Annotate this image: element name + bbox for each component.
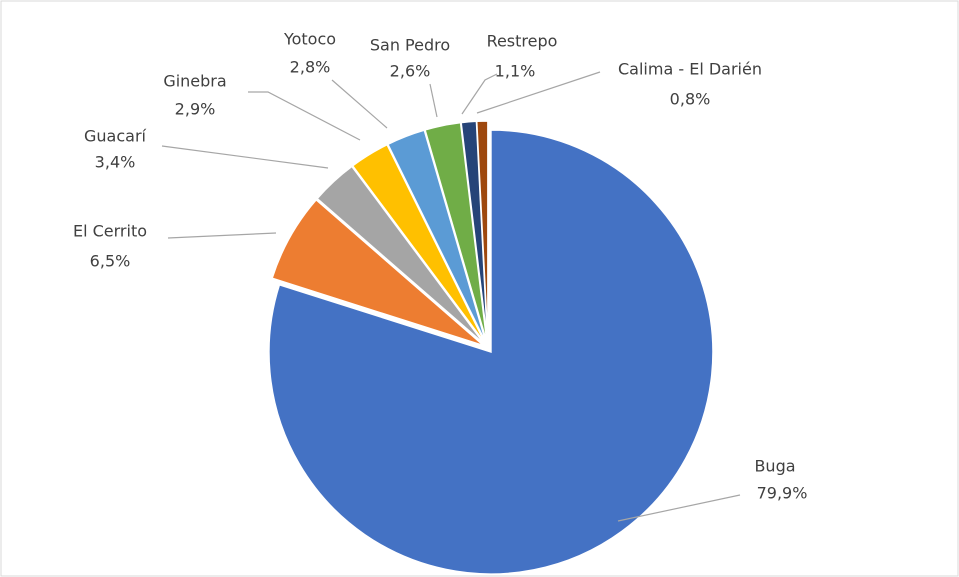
slice-label: Yotoco bbox=[283, 30, 336, 49]
leader-line bbox=[476, 71, 601, 114]
pie-slice bbox=[268, 129, 714, 575]
value-label: 2,6% bbox=[390, 62, 431, 81]
leader-line bbox=[161, 145, 329, 169]
leader-line bbox=[429, 83, 438, 118]
value-label: 79,9% bbox=[757, 484, 808, 503]
slice-label: San Pedro bbox=[370, 36, 450, 55]
slice-label: Guacarí bbox=[84, 127, 147, 146]
value-label: 3,4% bbox=[95, 153, 136, 172]
slice-label: Ginebra bbox=[163, 72, 226, 91]
value-label: 2,9% bbox=[175, 100, 216, 119]
value-label: 0,8% bbox=[670, 90, 711, 109]
slice-label: Restrepo bbox=[487, 32, 558, 51]
leader-line bbox=[461, 73, 498, 115]
value-label: 6,5% bbox=[90, 252, 131, 271]
value-label: 1,1% bbox=[495, 62, 536, 81]
slice-label: El Cerrito bbox=[73, 222, 147, 241]
pie-slice bbox=[475, 120, 489, 344]
leader-line bbox=[248, 91, 361, 141]
leader-line bbox=[617, 494, 741, 522]
slice-label: Calima - El Darién bbox=[618, 60, 762, 79]
slice-label: Buga bbox=[754, 457, 795, 476]
pie-slice bbox=[316, 165, 486, 345]
leader-line bbox=[331, 79, 388, 129]
pie-slice bbox=[386, 129, 487, 344]
pie-slice bbox=[351, 143, 487, 345]
pie-slice bbox=[271, 198, 485, 347]
leader-line bbox=[167, 232, 277, 239]
value-label: 2,8% bbox=[290, 58, 331, 77]
